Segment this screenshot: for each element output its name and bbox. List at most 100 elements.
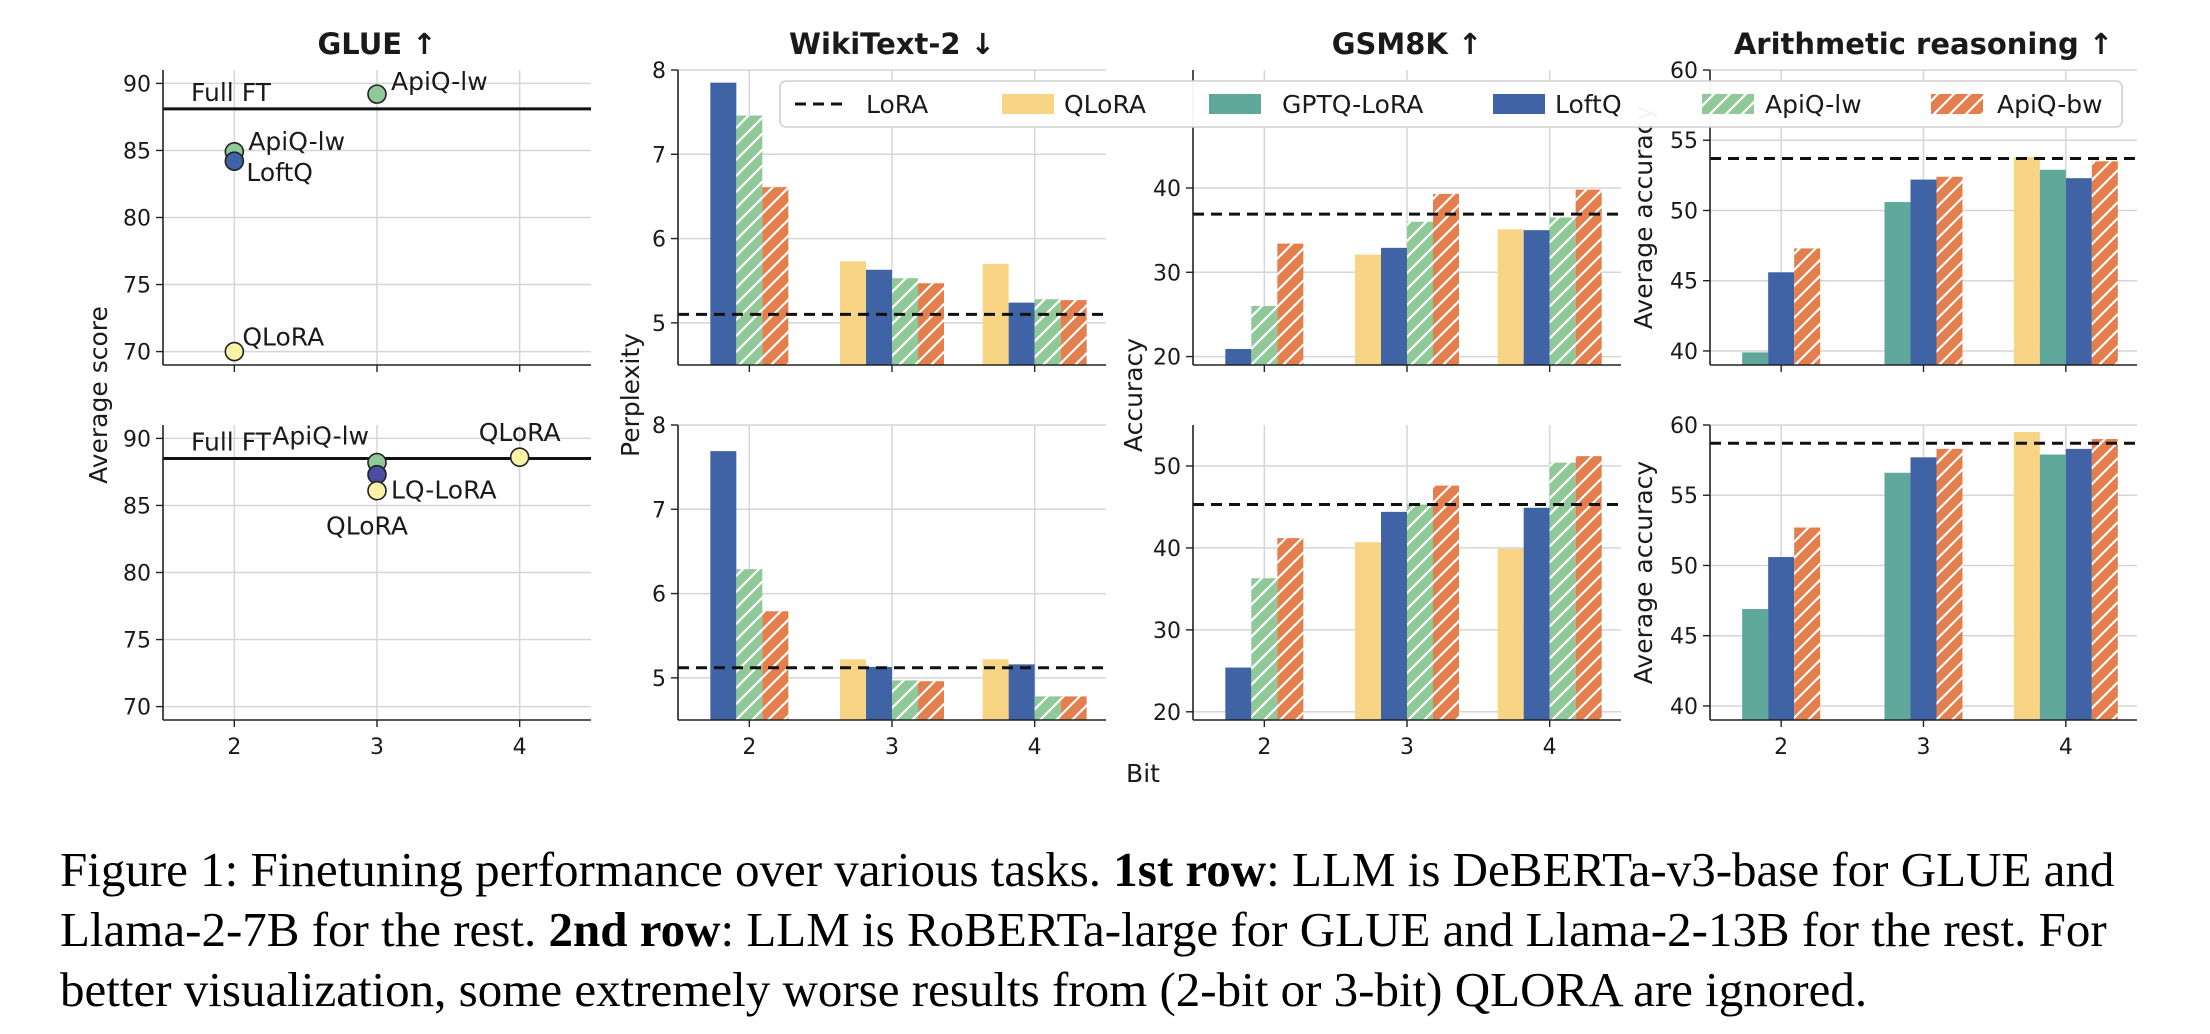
bar-hatch-apiq-bw-3bit (918, 283, 944, 365)
panel-title: WikiText-2 ↓ (789, 27, 995, 61)
panel-wikitext-row1: 5 6 7 8 WikiText-2 ↓ Perplexity (616, 27, 1106, 457)
bar-hatch-apiq-lw-3bit (892, 278, 918, 365)
panel-glue-row1: Full FT ApiQ-lwApiQ-lwLoftQQLoRA707580859… (84, 27, 591, 484)
bar-hatch-apiq-lw-2bit (736, 115, 763, 365)
point-label-qlora: QLoRA (326, 512, 408, 541)
bar-hatch-apiq-bw-4bit (2091, 439, 2118, 720)
point-label-loftq: LoftQ (246, 158, 313, 187)
x-tick-label: 4 (2059, 735, 2073, 760)
caption-row2-label: 2nd row (548, 902, 721, 957)
bar-loftq-2bit (1768, 272, 1795, 365)
x-tick-label: 3 (1400, 735, 1414, 760)
bar-qlora-4bit (2013, 432, 2040, 720)
legend: LoRA QLoRA GPTQ-LoRA LoftQ ApiQ-lw ApiQ-bw (779, 80, 2123, 128)
legend-swatch-loftq (1493, 94, 1545, 114)
bar-hatch-apiq-lw-3bit (892, 680, 918, 720)
bar-hatch-apiq-lw-2bit (736, 569, 763, 720)
bar-loftq-3bit (1910, 179, 1937, 365)
point-label-apiq-lw: ApiQ-lw (248, 127, 345, 156)
point-label-qlora: QLoRA (242, 323, 324, 352)
y-tick-label: 6 (652, 583, 666, 608)
y-tick-label: 50 (1670, 554, 1698, 579)
y-axis-label: Average accuracy (1629, 106, 1658, 330)
bar-hatch-apiq-lw-2bit (1251, 306, 1278, 365)
bar-hatch-apiq-bw-2bit (762, 611, 789, 720)
y-tick-label: 45 (1670, 625, 1698, 650)
figure-canvas: Full FT ApiQ-lwApiQ-lwLoftQQLoRA707580859… (84, 27, 2137, 788)
bar-hatch-apiq-lw-3bit (1407, 504, 1433, 720)
y-tick-label: 5 (652, 667, 666, 692)
y-tick-label: 40 (1670, 695, 1698, 720)
y-tick-label: 40 (1153, 537, 1181, 562)
bar-hatch-apiq-bw-4bit (1060, 696, 1087, 720)
y-tick-label: 55 (1670, 484, 1698, 509)
point-qlora-2bit (224, 341, 245, 362)
x-tick-label: 3 (1917, 735, 1931, 760)
bar-hatch-apiq-lw-2bit (1251, 578, 1278, 720)
bar-gptq-lora-4bit (2039, 454, 2066, 720)
caption-row1-label: 1st row (1113, 842, 1267, 897)
legend-label-apiq-lw: ApiQ-lw (1765, 90, 1862, 119)
y-tick-label: 80 (123, 562, 151, 587)
y-tick-label: 60 (1670, 414, 1698, 439)
point-qlora-3bit (367, 480, 387, 501)
bar-qlora-3bit (1355, 542, 1381, 720)
y-tick-label: 30 (1153, 261, 1181, 286)
panel-glue-row2: Full FT ApiQ-lw LQ-LoRA QLoRA QLoRA 70 75 80 85 9… (123, 418, 591, 760)
bar-gptq-lora-3bit (1884, 472, 1911, 720)
bar-qlora-4bit (982, 659, 1009, 720)
y-tick-label: 90 (123, 72, 151, 97)
y-tick-label: 45 (1670, 270, 1698, 295)
y-tick-label: 50 (1153, 455, 1181, 480)
x-tick-label: 3 (370, 735, 384, 760)
bar-qlora-3bit (840, 659, 866, 720)
bar-loftq-3bit (1910, 457, 1937, 720)
panel-wikitext-row2: 5 6 7 8 2 3 4 (652, 414, 1106, 760)
bar-hatch-apiq-bw-2bit (762, 187, 789, 365)
y-tick-label: 7 (652, 143, 666, 168)
y-tick-label: 90 (123, 427, 151, 452)
bar-qlora-3bit (1355, 254, 1381, 365)
y-tick-label: 75 (123, 274, 151, 299)
bar-hatch-apiq-lw-4bit (1549, 462, 1576, 720)
point-label-apiq-lw: ApiQ-lw (272, 422, 369, 451)
y-tick-label: 5 (652, 312, 666, 337)
bar-hatch-apiq-lw-4bit (1034, 696, 1061, 720)
y-axis-label: Accuracy (1119, 338, 1148, 452)
x-tick-label: 4 (513, 735, 527, 760)
x-tick-label: 2 (742, 735, 756, 760)
bar-hatch-apiq-bw-4bit (2091, 161, 2118, 365)
point-label-lq-lora: LQ-LoRA (391, 476, 497, 505)
bar-hatch-apiq-bw-4bit (1575, 189, 1602, 365)
bar-qlora-4bit (1497, 229, 1524, 365)
y-tick-label: 8 (652, 414, 666, 439)
legend-label-lora: LoRA (866, 90, 928, 119)
y-tick-label: 75 (123, 629, 151, 654)
point-loftq-2bit (224, 151, 245, 171)
legend-frame (779, 80, 2123, 128)
x-tick-label: 3 (885, 735, 899, 760)
bar-loftq-4bit (1523, 230, 1550, 365)
legend-swatch-qlora (1002, 94, 1054, 114)
bar-loftq-2bit (1768, 557, 1795, 720)
bar-loftq-4bit (2065, 448, 2092, 720)
full-ft-label: Full FT (191, 428, 272, 457)
legend-label-qlora: QLoRA (1064, 90, 1146, 119)
legend-label-apiq-bw: ApiQ-bw (1997, 90, 2103, 119)
bar-hatch-apiq-lw-3bit (1407, 221, 1433, 365)
bar-loftq-2bit (710, 82, 737, 366)
point-qlora-4bit (509, 447, 530, 467)
legend-swatch-hatch-apiq-lw (1702, 94, 1754, 114)
bar-loftq-3bit (866, 666, 892, 720)
full-ft-label: Full FT (191, 78, 272, 107)
panel-title: GLUE ↑ (317, 27, 436, 61)
y-tick-label: 20 (1153, 701, 1181, 726)
bar-hatch-apiq-bw-2bit (1277, 243, 1304, 365)
y-tick-label: 8 (652, 59, 666, 84)
bar-gptq-lora-4bit (2039, 169, 2066, 365)
bar-hatch-apiq-bw-2bit (1794, 248, 1821, 365)
bar-hatch-apiq-bw-4bit (1060, 300, 1087, 365)
bar-hatch-apiq-bw-3bit (1936, 176, 1963, 365)
y-tick-label: 50 (1670, 199, 1698, 224)
y-tick-label: 40 (1153, 177, 1181, 202)
